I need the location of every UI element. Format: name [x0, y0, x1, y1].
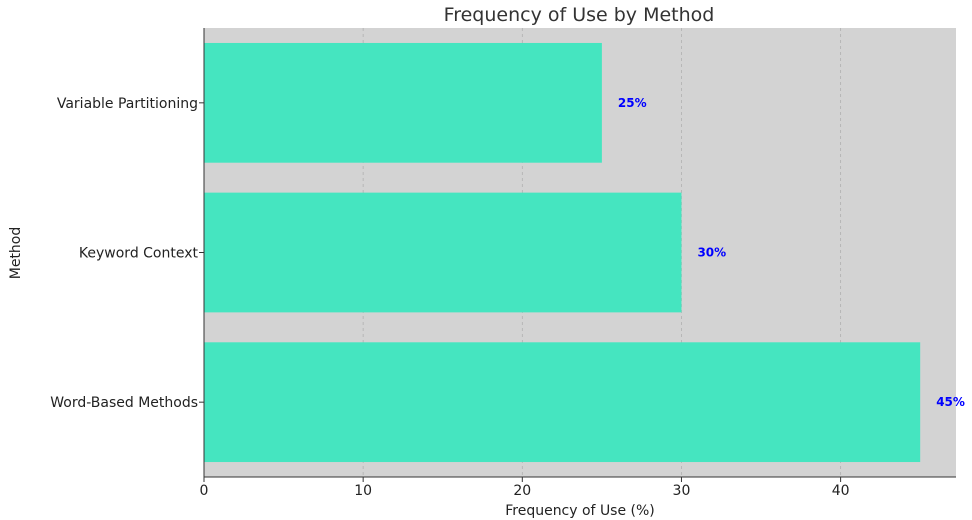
bar	[204, 342, 921, 463]
x-axis-ticks: 0 10 20 30 40	[200, 477, 850, 499]
x-tick-label: 20	[513, 483, 531, 499]
x-tick-label: 30	[673, 483, 691, 499]
bar	[204, 192, 682, 313]
bars	[204, 42, 921, 463]
data-labels: 45% 30% 25%	[618, 96, 965, 409]
bar-data-label: 30%	[697, 246, 726, 260]
x-tick-label: 0	[200, 483, 209, 499]
y-tick-label: Variable Partitioning	[57, 96, 198, 112]
bar-data-label: 45%	[936, 395, 965, 409]
y-tick-label: Word-Based Methods	[50, 395, 198, 411]
x-axis-label: Frequency of Use (%)	[505, 503, 655, 519]
x-tick-label: 40	[832, 483, 850, 499]
y-axis-label: Method	[8, 227, 24, 280]
bar-data-label: 25%	[618, 96, 647, 110]
bar	[204, 42, 602, 163]
y-tick-label: Keyword Context	[79, 246, 199, 262]
chart-title: Frequency of Use by Method	[444, 4, 715, 26]
y-axis-ticks: Word-Based Methods Keyword Context Variabl…	[50, 96, 204, 411]
x-tick-label: 10	[354, 483, 372, 499]
